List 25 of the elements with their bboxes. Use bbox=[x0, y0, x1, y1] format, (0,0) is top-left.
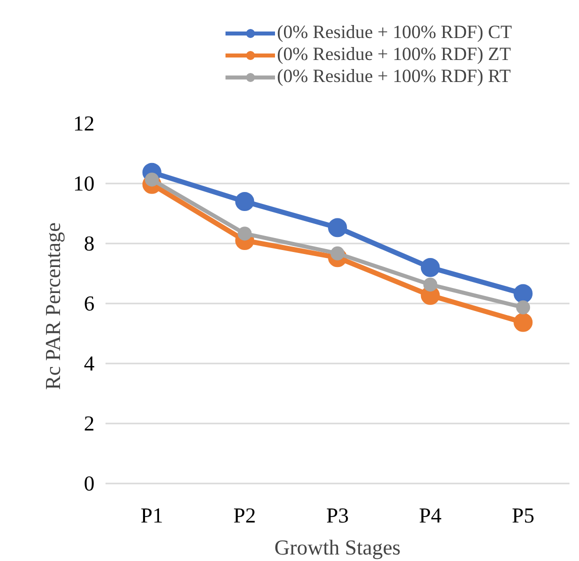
x-tick-label: P3 bbox=[326, 504, 349, 528]
y-tick-label: 4 bbox=[84, 352, 95, 376]
point bbox=[514, 284, 533, 304]
y-tick-label: 10 bbox=[73, 172, 94, 196]
legend-label: (0% Residue + 100% RDF) CT bbox=[277, 22, 512, 44]
point bbox=[420, 258, 440, 277]
point bbox=[514, 312, 533, 332]
point bbox=[328, 218, 347, 238]
x-tick-label: P5 bbox=[512, 504, 534, 528]
y-tick-label: 6 bbox=[84, 292, 95, 316]
legend-label: (0% Residue + 100% RDF) RT bbox=[277, 66, 511, 88]
y-axis-title: Rc PAR Percentage bbox=[41, 222, 66, 390]
x-tick-label: P2 bbox=[233, 504, 256, 528]
point bbox=[423, 278, 438, 292]
y-tick-label: 2 bbox=[84, 412, 95, 436]
y-tick-label: 8 bbox=[84, 232, 95, 256]
x-axis-title: Growth Stages bbox=[274, 536, 401, 560]
y-tick-label: 12 bbox=[73, 112, 94, 136]
point bbox=[238, 226, 252, 241]
x-tick-label: P1 bbox=[140, 504, 164, 528]
point bbox=[516, 300, 530, 314]
point bbox=[235, 192, 254, 211]
legend-label: (0% Residue + 100% RDF) ZT bbox=[277, 44, 511, 66]
x-tick-label: P4 bbox=[419, 504, 442, 528]
y-tick-label: 0 bbox=[84, 472, 95, 496]
